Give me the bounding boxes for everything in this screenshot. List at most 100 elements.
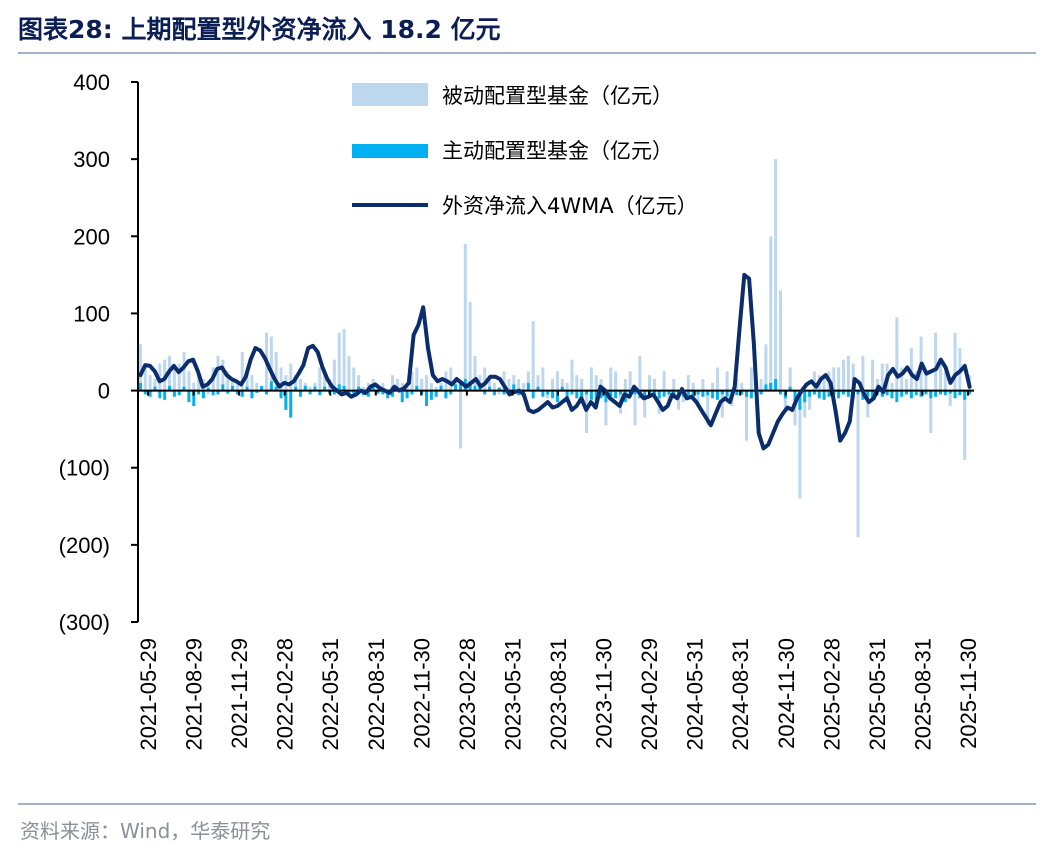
active-bar — [143, 390, 147, 395]
y-tick-label: 100 — [73, 301, 110, 326]
passive-bar — [846, 355, 850, 391]
passive-bar — [740, 382, 744, 391]
active-bar — [546, 390, 550, 395]
passive-bar — [400, 382, 404, 391]
active-bar — [934, 390, 938, 397]
passive-bar — [434, 386, 438, 391]
active-bar — [609, 390, 613, 397]
passive-bar — [822, 379, 826, 391]
active-bar — [560, 386, 564, 391]
active-bar — [837, 390, 841, 399]
passive-bar — [381, 382, 385, 391]
passive-bar — [570, 359, 574, 391]
active-bar — [715, 390, 719, 400]
active-bar — [391, 390, 395, 397]
active-bar — [294, 386, 298, 391]
chart-title: 图表28: 上期配置型外资净流入 18.2 亿元 — [18, 15, 501, 44]
passive-bar — [221, 359, 225, 391]
passive-bar — [138, 344, 142, 391]
active-bar — [454, 384, 458, 391]
active-bar — [197, 390, 201, 395]
passive-bar — [274, 352, 278, 391]
active-bar — [958, 390, 962, 396]
active-bar — [439, 385, 443, 391]
active-bar — [580, 390, 584, 397]
active-bar — [706, 390, 710, 396]
passive-bar — [463, 244, 467, 391]
passive-bar — [269, 336, 273, 391]
active-bar — [371, 386, 375, 391]
active-bar — [318, 390, 322, 396]
active-bar — [158, 390, 162, 399]
passive-bar — [391, 375, 395, 391]
active-bar — [376, 390, 380, 394]
passive-bar — [648, 375, 652, 391]
passive-bar — [861, 355, 865, 391]
passive-bar — [686, 375, 690, 391]
active-bar — [711, 390, 715, 399]
active-bar — [570, 390, 574, 395]
passive-bar — [871, 359, 875, 391]
active-bar — [269, 381, 273, 391]
passive-bar — [425, 375, 429, 391]
active-bar — [163, 390, 167, 400]
active-bar — [948, 390, 952, 394]
active-bar — [512, 384, 516, 391]
passive-bar — [706, 390, 710, 426]
passive-bar — [308, 386, 312, 391]
active-bar — [735, 390, 739, 396]
passive-bar — [187, 371, 191, 391]
passive-bar — [715, 367, 719, 391]
active-bar — [342, 385, 346, 391]
active-bar — [745, 390, 749, 397]
passive-bar — [410, 371, 414, 391]
active-bar — [565, 390, 569, 397]
passive-bar — [808, 390, 812, 410]
active-bar — [255, 390, 259, 393]
passive-bar — [250, 375, 254, 391]
passive-bar — [909, 348, 913, 391]
x-tick-label: 2022-05-31 — [318, 638, 343, 751]
passive-bar — [895, 317, 899, 391]
active-bar — [415, 385, 419, 391]
active-bar — [473, 385, 477, 391]
passive-bar — [555, 371, 559, 391]
x-tick-label: 2024-05-31 — [683, 638, 708, 751]
active-bar — [429, 390, 433, 400]
x-tick-label: 2021-05-29 — [136, 638, 161, 751]
passive-bar — [614, 371, 618, 391]
active-bar — [890, 390, 894, 399]
passive-bar — [395, 379, 399, 391]
x-tick-label: 2025-08-31 — [910, 638, 935, 751]
passive-bar — [890, 382, 894, 391]
active-bar — [769, 382, 773, 391]
active-bar — [846, 390, 850, 397]
active-bar — [764, 384, 768, 391]
passive-bar — [240, 352, 244, 391]
x-tick-label: 2025-05-31 — [865, 638, 890, 751]
active-bar — [517, 390, 521, 396]
active-bar — [929, 390, 933, 399]
bottom-divider — [18, 803, 1036, 805]
active-bar — [206, 387, 210, 391]
active-bar — [444, 390, 448, 399]
active-bar — [323, 386, 327, 391]
y-tick-label: 300 — [73, 147, 110, 172]
active-bar — [274, 386, 278, 391]
active-bar — [289, 390, 293, 418]
passive-bar — [197, 375, 201, 391]
active-bar — [817, 390, 821, 399]
passive-bar — [172, 367, 176, 391]
passive-bar — [720, 390, 724, 418]
passive-bar — [725, 371, 729, 391]
active-bar — [357, 386, 361, 391]
active-bar — [172, 390, 176, 397]
legend-swatch-active — [352, 144, 428, 158]
passive-bar — [749, 367, 753, 391]
active-bar — [138, 382, 142, 391]
active-bar — [788, 386, 792, 391]
passive-bar — [943, 371, 947, 391]
passive-bar — [337, 332, 341, 391]
passive-bar — [798, 390, 802, 499]
